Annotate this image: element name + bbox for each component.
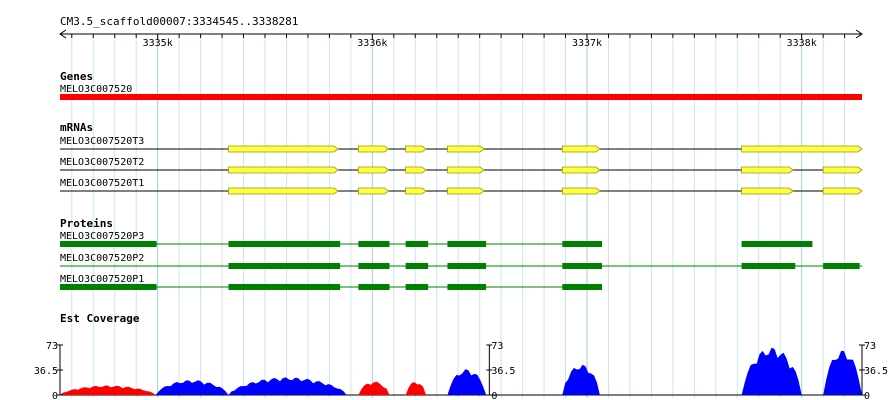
coverage-axis-label: 36.5 xyxy=(34,366,58,377)
proteins-track[interactable]: MELO3C007520P3 MELO3C007520P2 MELO3C007520… xyxy=(60,231,862,290)
gene-feature[interactable] xyxy=(60,94,862,100)
coverage-area xyxy=(60,385,156,395)
mrna-exon[interactable] xyxy=(561,187,601,195)
coverage-axis-label: 0 xyxy=(491,391,497,400)
arrow-left-icon[interactable] xyxy=(59,29,67,39)
coverage-area xyxy=(155,380,229,395)
coverage-area xyxy=(228,377,347,395)
coverage-area xyxy=(447,369,487,395)
protein-block[interactable] xyxy=(447,284,487,290)
coverage-area xyxy=(358,381,390,395)
coverage-axis-label: 0 xyxy=(52,391,58,400)
mrna-label: MELO3C007520T2 xyxy=(60,157,144,168)
protein-label: MELO3C007520P2 xyxy=(60,253,144,264)
protein-block[interactable] xyxy=(562,241,603,247)
protein-block[interactable] xyxy=(741,263,796,269)
mrna-exon[interactable] xyxy=(228,187,339,195)
protein-block[interactable] xyxy=(447,263,487,269)
coverage-axis-label: 0 xyxy=(864,391,870,400)
protein-block[interactable] xyxy=(358,263,390,269)
position-ruler[interactable]: 3335k 3336k 3337k 3338k xyxy=(59,29,863,49)
mrna-exon[interactable] xyxy=(822,187,863,195)
track-title-mrnas: mRNAs xyxy=(60,121,93,134)
track-title-proteins: Proteins xyxy=(60,217,113,230)
mrna-exon[interactable] xyxy=(447,187,485,195)
mrna-exon[interactable] xyxy=(741,166,794,174)
coverage-axis-label: 36.5 xyxy=(491,366,515,377)
mrna-exon[interactable] xyxy=(357,187,390,195)
mrna-exon[interactable] xyxy=(405,145,427,153)
track-title-genes: Genes xyxy=(60,70,93,83)
arrow-right-icon[interactable] xyxy=(855,29,863,39)
genes-track[interactable]: MELO3C007520 xyxy=(60,84,862,100)
coverage-area xyxy=(405,382,427,395)
mrna-exon[interactable] xyxy=(822,166,863,174)
coverage-area xyxy=(823,350,862,395)
coverage-axis-label: 36.5 xyxy=(864,366,888,377)
protein-block[interactable] xyxy=(562,284,603,290)
mrna-exon[interactable] xyxy=(405,187,427,195)
mrna-label: MELO3C007520T1 xyxy=(60,178,144,189)
ruler-tick-label: 3335k xyxy=(143,38,173,49)
protein-block[interactable] xyxy=(60,284,157,290)
region-label: CM3.5_scaffold00007:3334545..3338281 xyxy=(60,15,298,28)
protein-block[interactable] xyxy=(228,263,341,269)
mrna-exon[interactable] xyxy=(561,166,601,174)
ruler-tick-label: 3337k xyxy=(572,38,602,49)
mrnas-track[interactable]: MELO3C007520T3 MELO3C007520T2 MELO3C007520… xyxy=(60,136,863,195)
protein-block[interactable] xyxy=(741,241,813,247)
protein-block[interactable] xyxy=(405,241,429,247)
track-title-est-coverage: Est Coverage xyxy=(60,312,140,325)
mrna-exon[interactable] xyxy=(357,145,390,153)
protein-block[interactable] xyxy=(228,284,341,290)
mrna-exon[interactable] xyxy=(228,166,339,174)
coverage-axis-label: 73 xyxy=(46,341,58,352)
mrna-exon[interactable] xyxy=(741,187,794,195)
protein-block[interactable] xyxy=(405,263,429,269)
protein-block[interactable] xyxy=(562,263,603,269)
mrna-exon[interactable] xyxy=(405,166,427,174)
ruler-tick-label: 3336k xyxy=(357,38,387,49)
mrna-exon[interactable] xyxy=(447,166,485,174)
protein-block[interactable] xyxy=(823,263,860,269)
protein-block[interactable] xyxy=(405,284,429,290)
protein-block[interactable] xyxy=(60,241,157,247)
coverage-axis-label: 73 xyxy=(491,341,503,352)
protein-label: MELO3C007520P3 xyxy=(60,231,144,242)
protein-block[interactable] xyxy=(358,284,390,290)
ruler-tick-label: 3338k xyxy=(787,38,817,49)
mrna-exon[interactable] xyxy=(741,145,863,153)
est-coverage-track[interactable]: 73 36.5 0 73 36.5 0 73 36.5 0 xyxy=(34,341,888,400)
mrna-exon[interactable] xyxy=(447,145,485,153)
mrna-exon[interactable] xyxy=(561,145,601,153)
mrna-exon[interactable] xyxy=(228,145,339,153)
coverage-area xyxy=(562,364,600,395)
protein-block[interactable] xyxy=(228,241,341,247)
protein-label: MELO3C007520P1 xyxy=(60,274,144,285)
gene-label: MELO3C007520 xyxy=(60,84,132,95)
mrna-exon[interactable] xyxy=(357,166,390,174)
mrna-label: MELO3C007520T3 xyxy=(60,136,144,147)
vertical-grid xyxy=(71,36,846,398)
coverage-area xyxy=(741,347,802,395)
protein-block[interactable] xyxy=(447,241,487,247)
protein-block[interactable] xyxy=(358,241,390,247)
coverage-axis-label: 73 xyxy=(864,341,876,352)
